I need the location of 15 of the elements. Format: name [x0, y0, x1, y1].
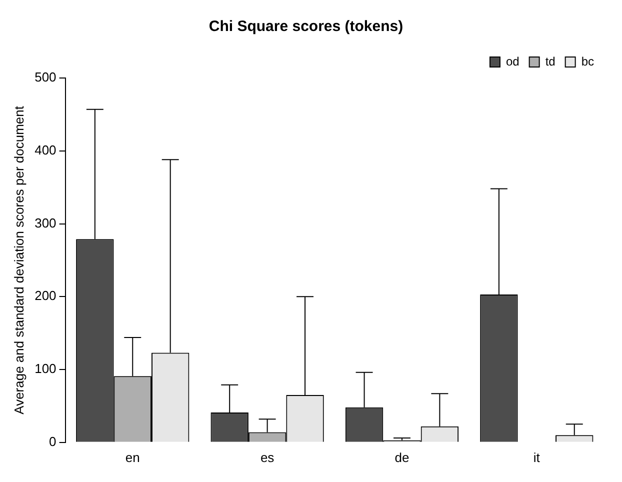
y-tick-label: 200 — [34, 288, 56, 304]
x-tick-label: it — [533, 450, 540, 465]
chart-title: Chi Square scores (tokens) — [208, 18, 404, 36]
legend-label: bc — [581, 54, 594, 68]
y-tick-label: 100 — [34, 361, 56, 376]
y-tick-label: 0 — [49, 434, 56, 449]
x-tick-label: en — [125, 450, 140, 465]
legend-label: td — [545, 54, 556, 68]
y-tick-label: 500 — [34, 70, 56, 85]
x-tick-label: de — [394, 450, 410, 465]
legend-label: od — [506, 54, 520, 68]
x-tick-label: es — [260, 450, 275, 465]
y-axis-title: Average and standard deviation scores per document — [11, 106, 26, 414]
y-tick-label: 300 — [34, 215, 56, 230]
y-tick-label: 400 — [34, 142, 56, 158]
